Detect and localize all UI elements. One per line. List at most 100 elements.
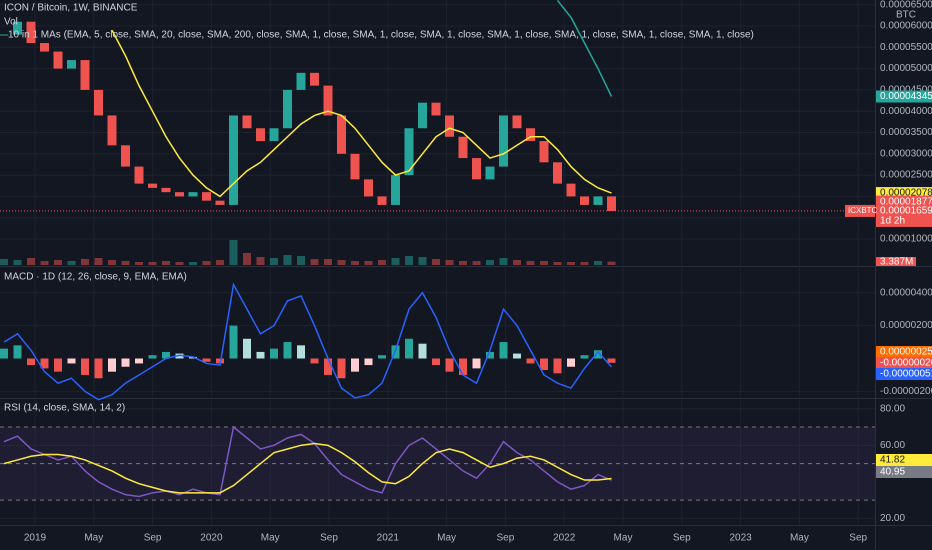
macd-histogram-bar	[472, 358, 481, 369]
price-axis-label: 0.00006500	[880, 0, 932, 10]
candle	[67, 60, 76, 69]
candle	[607, 196, 616, 211]
macd-histogram-bar	[13, 345, 22, 359]
price-axis-label: 20.00	[880, 513, 905, 524]
macd-histogram-bar	[351, 358, 359, 372]
price-axis-label: 0.00003000	[880, 148, 932, 159]
volume-bar	[256, 257, 265, 265]
macd-histogram-bar	[94, 358, 103, 379]
macd-histogram-bar	[148, 355, 157, 359]
candle	[404, 128, 414, 176]
macd-histogram-bar	[607, 358, 616, 363]
candle	[26, 21, 36, 44]
macd-histogram-bar	[108, 358, 116, 372]
volume-bar	[364, 261, 373, 265]
volume-bar	[310, 259, 319, 265]
volume-bar	[459, 261, 467, 265]
macd-histogram-bar	[459, 358, 467, 375]
volume-bar	[432, 259, 440, 265]
macd-histogram-bar	[270, 348, 278, 359]
candle	[323, 85, 333, 116]
macd-histogram-bar	[243, 338, 251, 359]
price-badge	[876, 346, 932, 358]
volume-bar	[40, 261, 49, 265]
price-badge-label: 0.00001877	[880, 196, 932, 207]
volume-badge	[876, 257, 916, 266]
candle	[431, 102, 441, 116]
time-axis-label: May	[437, 533, 456, 544]
volume-bar	[148, 262, 157, 265]
candle	[215, 200, 225, 205]
macd-histogram-bar	[405, 338, 413, 359]
price-badge	[876, 454, 932, 466]
price-axis-label: 0.00003500	[880, 127, 932, 138]
macd-histogram-bar	[0, 348, 8, 359]
candle	[107, 115, 117, 146]
last-price-label: 0.00001659	[880, 206, 932, 217]
volume-badge-label: 3.387M	[880, 257, 913, 268]
price-badge-label: 0.00004345	[880, 91, 932, 102]
candle	[526, 128, 535, 142]
time-axis-label: Sep	[320, 533, 338, 544]
ma-legend[interactable]: 10 in 1 MAs (EMA, 5, close, SMA, 20, clo…	[8, 30, 754, 41]
macd-legend[interactable]: MACD · 1D (12, 26, close, 9, EMA, EMA)	[4, 272, 187, 283]
volume-bar	[499, 258, 508, 265]
symbol-legend[interactable]: ICON / Bitcoin, 1W, BINANCE	[4, 3, 138, 14]
macd-histogram-bar	[202, 358, 211, 362]
macd-histogram-bar	[81, 358, 89, 375]
volume-bar	[378, 260, 386, 265]
candle	[256, 128, 265, 142]
candle	[0, 34, 9, 36]
macd-histogram-bar	[580, 355, 589, 359]
macd-histogram-bar	[499, 342, 508, 359]
candle	[580, 196, 589, 205]
candle	[283, 89, 292, 129]
time-axis-label: May	[261, 533, 280, 544]
volume-bar	[580, 262, 589, 265]
price-badge-label: 40.95	[880, 467, 905, 478]
volume-bar	[94, 258, 103, 265]
price-badge-label: -0.00000026	[880, 358, 932, 369]
volume-bar	[405, 256, 413, 265]
candle	[13, 21, 22, 35]
volume-bar	[351, 261, 359, 265]
time-axis-label: 2020	[200, 533, 223, 544]
candle	[337, 115, 346, 154]
price-badge	[876, 90, 932, 103]
volume-bar	[202, 261, 211, 265]
macd-histogram-bar	[540, 358, 548, 371]
time-axis-label: May	[614, 533, 633, 544]
volume-bar	[67, 261, 76, 265]
volume-bar	[54, 260, 62, 265]
macd-histogram-bar	[162, 351, 170, 359]
volume-bar	[567, 262, 575, 265]
candle	[134, 166, 144, 184]
candle	[310, 72, 319, 86]
candle	[269, 128, 279, 142]
rsi-legend[interactable]: RSI (14, close, SMA, 14, 2)	[4, 403, 125, 414]
volume-legend[interactable]: Vol	[4, 17, 18, 28]
volume-bar	[526, 261, 535, 265]
price-badge-label: 41.82	[880, 455, 905, 466]
rsi-line	[3, 425, 612, 498]
time-axis-label: May	[84, 533, 103, 544]
volume-bar	[229, 240, 238, 265]
candle	[296, 72, 306, 90]
volume-bar	[607, 261, 616, 265]
price-axis-label: 0.00005500	[880, 42, 932, 53]
volume-bar	[445, 260, 454, 265]
candle	[202, 192, 211, 201]
candle	[121, 145, 130, 167]
candle	[40, 43, 49, 52]
currency-label: BTC	[896, 10, 916, 21]
candle	[472, 158, 481, 180]
candle	[242, 115, 252, 129]
price-axis-label: 60.00	[880, 440, 905, 451]
macd-histogram-bar	[567, 358, 575, 367]
candle	[539, 141, 549, 163]
last-price-badge	[876, 204, 932, 227]
price-axis-label: 0.00000200	[880, 320, 932, 331]
ma-line	[111, 29, 612, 198]
candle	[445, 115, 454, 137]
candle	[553, 162, 562, 184]
